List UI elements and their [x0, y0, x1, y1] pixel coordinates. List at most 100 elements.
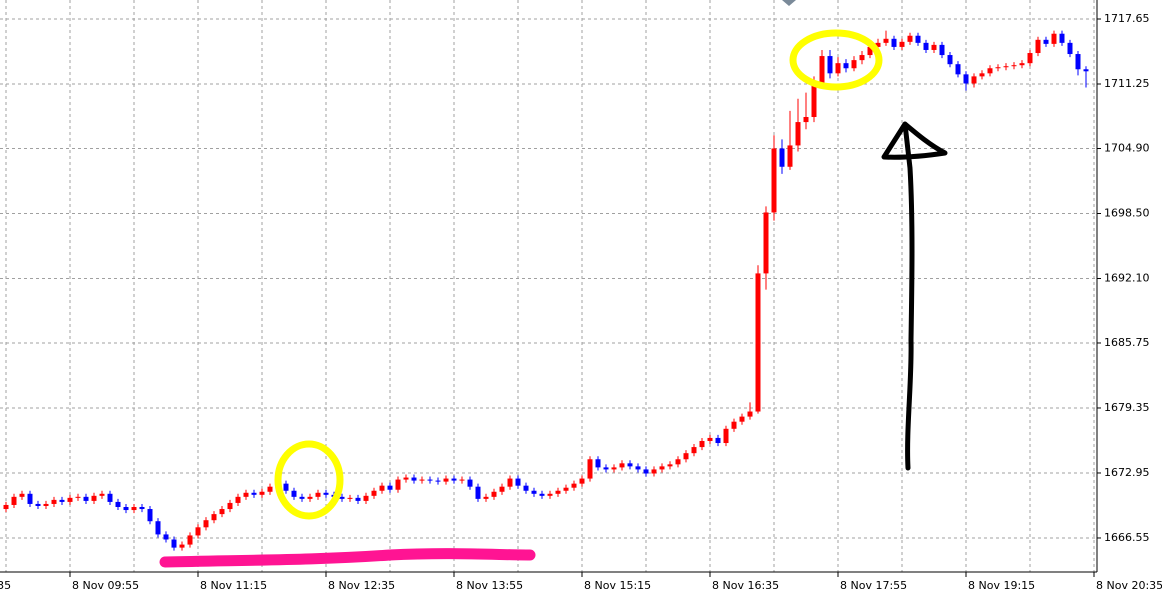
candle-body [643, 469, 649, 474]
candle-body [635, 466, 641, 470]
highlight-circle [274, 440, 344, 520]
candle-body [523, 485, 529, 491]
candle-body [195, 527, 201, 536]
candle-body [355, 497, 361, 501]
candle-body [403, 477, 409, 480]
candle-body [811, 84, 817, 117]
candle-body [619, 463, 625, 468]
candle-body [571, 483, 577, 488]
candle-body [555, 490, 561, 494]
candle-body [907, 35, 913, 42]
candle-body [475, 486, 481, 499]
candle-body [883, 38, 889, 43]
candle-body [659, 466, 665, 470]
candle-body [411, 477, 417, 481]
candle-body [603, 467, 609, 470]
candle-body [307, 496, 313, 499]
y-tick-label: 1672.95 [1104, 466, 1150, 479]
candle-body [851, 60, 857, 69]
highlight-circle [789, 29, 883, 91]
x-tick-label: 8 Nov 09:55 [72, 579, 139, 592]
candle-body [651, 469, 657, 474]
candle-body [243, 492, 249, 497]
candle-body [611, 467, 617, 470]
candle-body [67, 497, 73, 502]
candle-body [1019, 63, 1025, 66]
candle-body [51, 499, 57, 504]
candle-body [1043, 39, 1049, 44]
candle-body [227, 502, 233, 510]
candle-body [947, 55, 953, 65]
candle-body [107, 493, 113, 502]
candle-body [443, 478, 449, 482]
candle-body [835, 63, 841, 74]
candle-body [59, 499, 65, 502]
candle-body [723, 428, 729, 444]
y-tick-label: 1685.75 [1104, 336, 1150, 349]
candle-body [971, 76, 977, 84]
y-tick-label: 1692.10 [1104, 271, 1150, 284]
candle-body [235, 496, 241, 503]
candle-body [315, 492, 321, 497]
candle-body [979, 73, 985, 77]
candle-body [771, 148, 777, 213]
candle-body [739, 416, 745, 422]
candle-body [483, 496, 489, 499]
candle-body [435, 480, 441, 482]
grid [0, 0, 1097, 572]
candle-body [531, 490, 537, 494]
x-tick-label: 8 Nov 19:15 [968, 579, 1035, 592]
candle-body [347, 497, 353, 499]
candle-body [547, 493, 553, 496]
candle-body [251, 492, 257, 495]
candle-body [819, 56, 825, 85]
candle-body [803, 117, 809, 123]
candle-body [123, 507, 129, 511]
candle-body [499, 486, 505, 492]
candle-body [843, 63, 849, 69]
candle-body [667, 464, 673, 467]
candle-body [899, 41, 905, 47]
candle-body [171, 539, 177, 548]
candle-body [891, 38, 897, 47]
candle-body [859, 55, 865, 61]
candle-body [283, 483, 289, 491]
candle-body [507, 478, 513, 487]
highlight-line [159, 548, 536, 568]
candle-body [291, 490, 297, 497]
candle-body [699, 440, 705, 448]
candle-body [1011, 65, 1017, 67]
x-tick-label: 8 Nov 16:35 [712, 579, 779, 592]
y-tick-label: 1698.50 [1104, 206, 1150, 219]
candle-body [339, 496, 345, 499]
candle-body [1051, 33, 1057, 44]
candle-body [923, 42, 929, 50]
candle-body [675, 459, 681, 465]
candle-body [299, 496, 305, 499]
candle-body [1035, 39, 1041, 54]
candle-body [963, 74, 969, 84]
candle-body [267, 486, 273, 492]
candle-body [179, 544, 185, 548]
candle-body [27, 493, 33, 504]
candle-body [3, 504, 9, 510]
candle-body [995, 67, 1001, 69]
candle-body [147, 509, 153, 522]
candle-body [787, 145, 793, 167]
candle-body [43, 503, 49, 506]
candle-body [11, 496, 17, 505]
y-tick-label: 1704.90 [1104, 141, 1150, 154]
candle-body [595, 459, 601, 468]
y-tick-label: 1679.35 [1104, 401, 1150, 414]
candle-body [1083, 69, 1089, 72]
candle-body [459, 479, 465, 481]
candle-body [115, 501, 121, 507]
candle-body [139, 507, 145, 510]
candle-body [219, 509, 225, 515]
candle-body [987, 68, 993, 74]
x-tick-label: 8 Nov 15:15 [584, 579, 651, 592]
candle-body [1067, 42, 1073, 55]
candle-body [867, 46, 873, 56]
candle-body [795, 122, 801, 146]
